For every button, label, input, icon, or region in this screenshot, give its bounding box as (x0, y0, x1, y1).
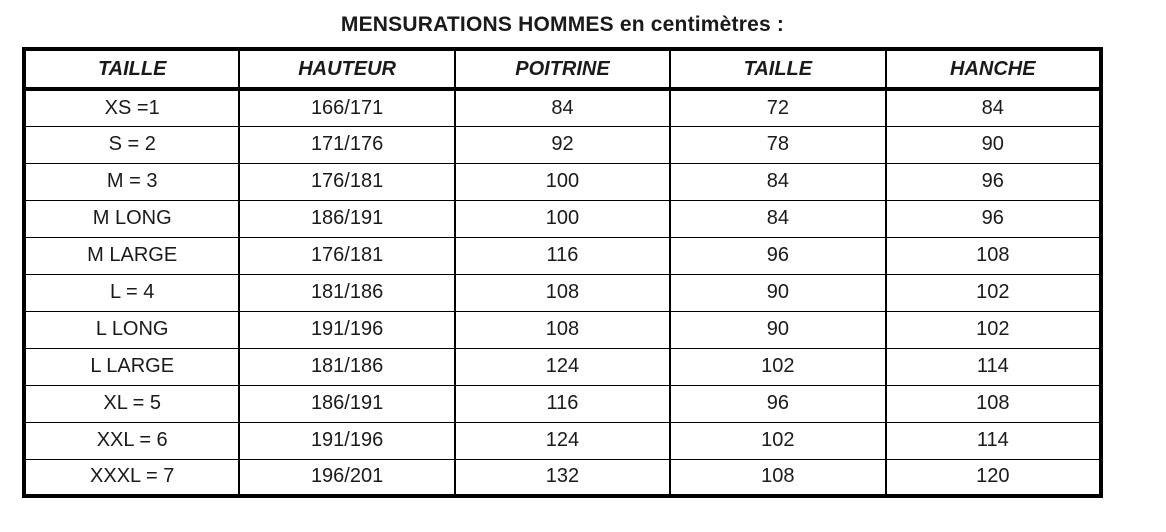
table-row: L LARGE 181/186 124 102 114 (22, 347, 1103, 386)
size-label-cell: M LONG (22, 199, 241, 238)
size-label-cell: L = 4 (22, 273, 241, 312)
size-label-cell: M LARGE (22, 236, 241, 275)
measurement-cell: 120 (884, 458, 1103, 497)
column-header-hauteur: HAUTEUR (238, 49, 456, 91)
measurement-cell: 100 (453, 162, 672, 201)
mens-size-table: TAILLE HAUTEUR POITRINE TAILLE HANCHE XS… (22, 47, 1103, 498)
header-row: TAILLE HAUTEUR POITRINE TAILLE HANCHE (22, 49, 1103, 91)
measurement-cell: 108 (884, 384, 1103, 423)
size-label-cell: L LARGE (22, 347, 241, 386)
table-row: XXXL = 7 196/201 132 108 120 (22, 458, 1103, 497)
measurement-cell: 191/196 (238, 310, 456, 349)
measurement-cell: 108 (884, 236, 1103, 275)
table-row: XS =1 166/171 84 72 84 (22, 88, 1103, 127)
measurement-cell: 114 (884, 421, 1103, 460)
table-row: XL = 5 186/191 116 96 108 (22, 384, 1103, 423)
measurement-cell: 166/171 (238, 88, 456, 127)
measurement-cell: 102 (669, 421, 887, 460)
measurement-cell: 102 (884, 310, 1103, 349)
measurement-cell: 132 (453, 458, 672, 497)
measurement-cell: 171/176 (238, 125, 456, 164)
measurement-cell: 196/201 (238, 458, 456, 497)
measurement-cell: 90 (884, 125, 1103, 164)
measurement-cell: 108 (453, 273, 672, 312)
measurement-cell: 186/191 (238, 199, 456, 238)
measurement-cell: 90 (669, 273, 887, 312)
measurement-cell: 84 (669, 199, 887, 238)
measurement-cell: 181/186 (238, 347, 456, 386)
column-header-taille-waist: TAILLE (669, 49, 887, 91)
measurement-cell: 108 (453, 310, 672, 349)
measurement-cell: 96 (884, 199, 1103, 238)
measurement-cell: 92 (453, 125, 672, 164)
size-label-cell: XL = 5 (22, 384, 241, 423)
size-label-cell: M = 3 (22, 162, 241, 201)
measurement-cell: 124 (453, 347, 672, 386)
table-row: L LONG 191/196 108 90 102 (22, 310, 1103, 349)
measurement-cell: 116 (453, 384, 672, 423)
size-table-body: XS =1 166/171 84 72 84 S = 2 171/176 92 78 90 M = … (22, 88, 1103, 497)
measurement-cell: 84 (884, 88, 1103, 127)
size-label-cell: XXL = 6 (22, 421, 241, 460)
measurement-cell: 96 (669, 384, 887, 423)
size-chart-section: MENSURATIONS HOMMES en centimètres : TAI… (22, 0, 1103, 498)
measurement-cell: 84 (453, 88, 672, 127)
column-header-hanche: HANCHE (884, 49, 1103, 91)
measurement-cell: 78 (669, 125, 887, 164)
measurement-cell: 124 (453, 421, 672, 460)
measurement-cell: 191/196 (238, 421, 456, 460)
measurement-cell: 176/181 (238, 236, 456, 275)
measurement-cell: 72 (669, 88, 887, 127)
page-title: MENSURATIONS HOMMES en centimètres : (340, 13, 785, 36)
measurement-cell: 176/181 (238, 162, 456, 201)
size-label-cell: XS =1 (22, 88, 241, 127)
measurement-cell: 84 (669, 162, 887, 201)
measurement-cell: 102 (669, 347, 887, 386)
column-header-poitrine: POITRINE (453, 49, 672, 91)
measurement-cell: 116 (453, 236, 672, 275)
size-table-head: TAILLE HAUTEUR POITRINE TAILLE HANCHE (22, 49, 1103, 91)
size-label-cell: S = 2 (22, 125, 241, 164)
measurement-cell: 96 (884, 162, 1103, 201)
measurement-cell: 100 (453, 199, 672, 238)
measurement-cell: 96 (669, 236, 887, 275)
table-row: M LARGE 176/181 116 96 108 (22, 236, 1103, 275)
column-header-taille-size: TAILLE (22, 49, 241, 91)
measurement-cell: 108 (669, 458, 887, 497)
table-row: M LONG 186/191 100 84 96 (22, 199, 1103, 238)
table-row: S = 2 171/176 92 78 90 (22, 125, 1103, 164)
table-row: XXL = 6 191/196 124 102 114 (22, 421, 1103, 460)
size-label-cell: XXXL = 7 (22, 458, 241, 497)
measurement-cell: 102 (884, 273, 1103, 312)
measurement-cell: 186/191 (238, 384, 456, 423)
measurement-cell: 181/186 (238, 273, 456, 312)
table-row: L = 4 181/186 108 90 102 (22, 273, 1103, 312)
size-label-cell: L LONG (22, 310, 241, 349)
table-row: M = 3 176/181 100 84 96 (22, 162, 1103, 201)
measurement-cell: 114 (884, 347, 1103, 386)
measurement-cell: 90 (669, 310, 887, 349)
